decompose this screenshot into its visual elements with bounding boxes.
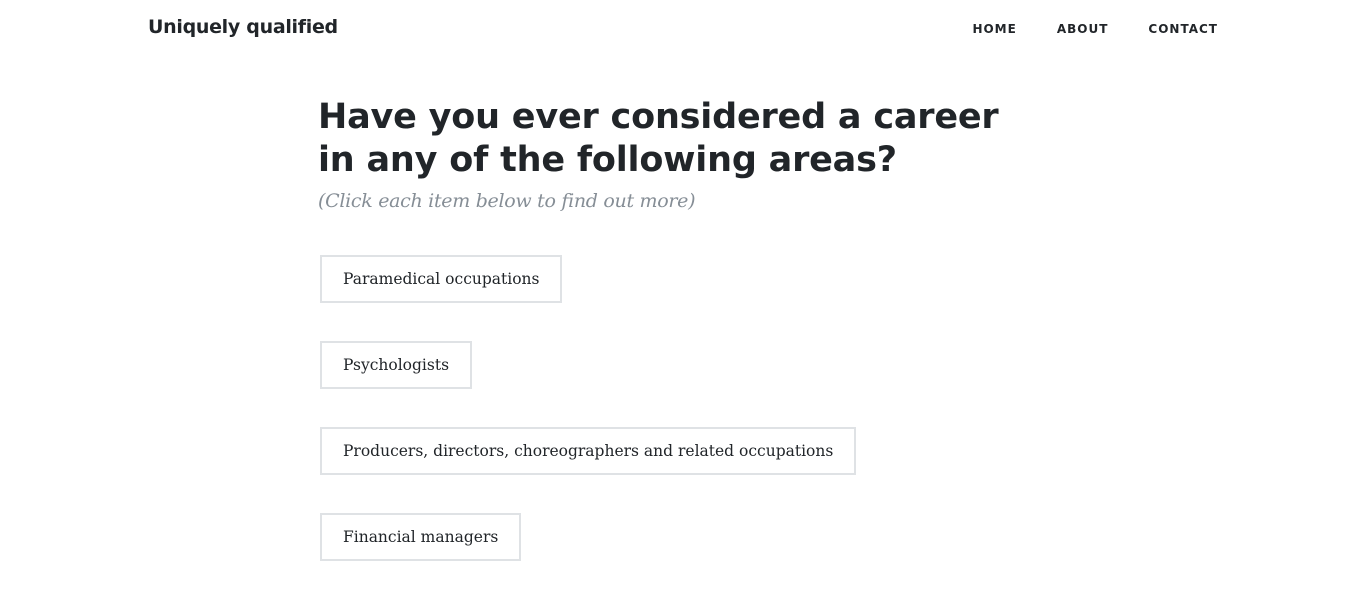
nav-links: HOME ABOUT CONTACT	[932, 22, 1218, 36]
nav-link-about[interactable]: ABOUT	[1056, 22, 1109, 36]
top-navbar: Uniquely qualified HOME ABOUT CONTACT	[0, 0, 1365, 60]
career-item-producers-directors[interactable]: Producers, directors, choreographers and…	[320, 427, 857, 475]
page-subtitle: (Click each item below to find out more)	[318, 190, 696, 212]
career-item-list: Paramedical occupations Psychologists Pr…	[320, 255, 857, 599]
page-title: Have you ever considered a career in any…	[318, 97, 999, 180]
career-item-financial-managers[interactable]: Financial managers	[320, 513, 522, 561]
career-item-psychologists[interactable]: Psychologists	[320, 341, 473, 389]
site-brand-link[interactable]: Uniquely qualified	[148, 16, 338, 38]
nav-link-home[interactable]: HOME	[972, 22, 1017, 36]
nav-link-contact[interactable]: CONTACT	[1148, 22, 1218, 36]
career-item-paramedical[interactable]: Paramedical occupations	[320, 255, 563, 303]
main-content: Have you ever considered a career in any…	[318, 96, 1018, 212]
